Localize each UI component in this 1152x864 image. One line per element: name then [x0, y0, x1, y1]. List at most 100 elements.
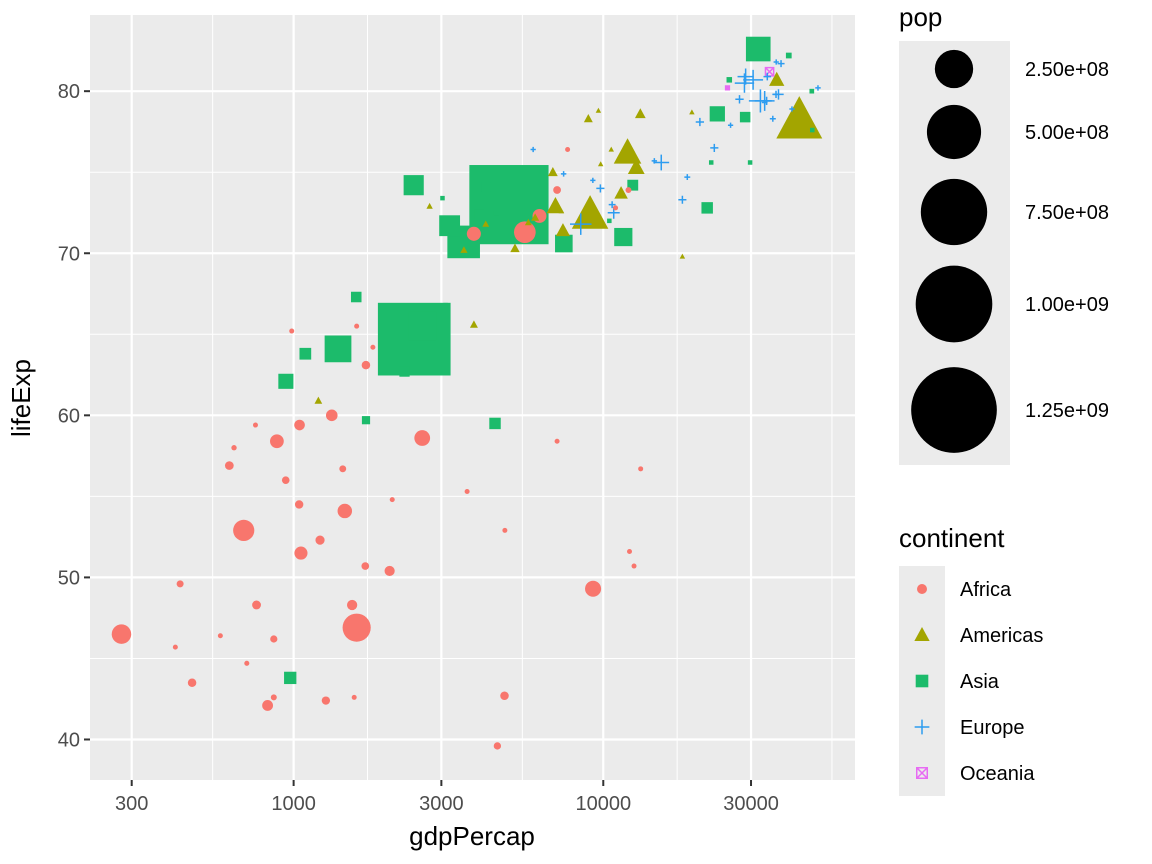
- data-point-africa: [176, 580, 184, 588]
- data-point-europe: [590, 177, 596, 183]
- data-point-americas: [583, 114, 593, 123]
- x-tick-label: 300: [115, 793, 148, 815]
- data-point-africa: [244, 660, 250, 666]
- data-point-americas: [614, 186, 628, 199]
- x-tick-label: 30000: [723, 793, 779, 815]
- data-point-asia: [709, 106, 725, 122]
- color-legend-label: Europe: [960, 717, 1025, 739]
- data-point-africa: [294, 500, 304, 509]
- data-point-africa: [361, 562, 370, 570]
- data-point-europe: [596, 184, 605, 193]
- data-point-africa: [384, 565, 395, 577]
- data-point-americas: [460, 246, 468, 253]
- data-point-africa: [339, 465, 347, 473]
- data-point-americas: [469, 320, 478, 328]
- data-point-africa: [493, 742, 502, 750]
- color-legend-key: [914, 626, 930, 642]
- data-point-americas: [627, 158, 645, 174]
- data-point-asia: [350, 291, 362, 303]
- y-tick-label: 60: [58, 405, 80, 427]
- color-legend-key: [917, 584, 927, 594]
- data-point-africa: [342, 613, 371, 642]
- data-point-asia: [408, 311, 437, 341]
- data-point-asia: [443, 302, 448, 308]
- data-point-africa: [502, 527, 508, 533]
- data-point-americas: [524, 218, 532, 226]
- data-point-asia: [607, 218, 612, 224]
- data-point-asia: [440, 195, 445, 201]
- data-point-africa: [217, 633, 223, 639]
- data-point-europe: [762, 96, 771, 106]
- data-point-americas: [597, 161, 604, 167]
- y-tick-label: 80: [58, 81, 80, 103]
- data-point-europe: [773, 59, 779, 65]
- data-point-americas: [769, 71, 785, 86]
- data-point-africa: [296, 547, 306, 556]
- y-axis: 40 50 60 70 80: [58, 81, 90, 751]
- data-point-africa: [270, 694, 277, 701]
- data-point-asia: [739, 111, 751, 123]
- size-legend-title: pop: [899, 2, 942, 32]
- data-point-africa: [361, 360, 371, 370]
- data-point-africa: [233, 519, 255, 542]
- data-point-europe: [735, 95, 744, 104]
- data-point-africa: [613, 205, 619, 211]
- data-point-asia: [299, 347, 312, 360]
- data-point-americas: [679, 253, 686, 259]
- size-legend-key: [926, 104, 982, 160]
- data-point-africa: [111, 624, 132, 644]
- data-point-asia: [278, 373, 294, 389]
- data-point-africa: [370, 344, 376, 350]
- data-point-europe: [769, 115, 776, 122]
- data-point-asia: [493, 210, 500, 216]
- data-point-africa: [466, 226, 481, 241]
- color-legend-label: Oceania: [960, 763, 1035, 785]
- data-point-europe: [695, 117, 705, 127]
- size-legend-key: [915, 265, 993, 343]
- data-point-africa: [270, 434, 284, 449]
- data-point-americas: [555, 223, 571, 237]
- data-point-americas: [613, 138, 642, 164]
- data-point-asia: [708, 160, 714, 165]
- plot-panel: [90, 15, 855, 780]
- data-point-europe: [772, 90, 780, 99]
- data-points: [111, 36, 823, 750]
- data-point-asia: [809, 88, 815, 94]
- data-point-africa: [289, 328, 295, 334]
- data-point-africa: [513, 221, 536, 244]
- y-tick-label: 70: [58, 243, 80, 265]
- data-point-africa: [585, 580, 602, 597]
- color-legend-label: Africa: [960, 579, 1012, 601]
- data-point-europe: [815, 85, 821, 91]
- data-point-europe: [710, 143, 719, 152]
- size-legend-label: 5.00e+08: [1025, 122, 1109, 144]
- data-point-asia: [701, 202, 713, 214]
- data-point-asia: [469, 165, 549, 245]
- data-point-africa: [270, 635, 278, 643]
- data-point-africa: [337, 503, 353, 519]
- data-point-asia: [481, 182, 491, 192]
- data-point-africa: [414, 430, 431, 446]
- data-point-americas: [689, 109, 695, 115]
- size-legend-label: 1.00e+09: [1025, 294, 1109, 316]
- data-point-africa: [631, 563, 637, 569]
- data-point-europe: [789, 106, 795, 112]
- data-point-africa: [500, 691, 509, 700]
- data-point-americas: [595, 107, 602, 113]
- data-point-europe: [684, 174, 691, 181]
- data-point-asia: [810, 127, 815, 133]
- data-point-africa: [464, 489, 470, 495]
- data-point-africa: [354, 323, 360, 329]
- data-point-europe: [727, 122, 734, 128]
- color-legend-key: [916, 767, 928, 779]
- data-point-asia: [399, 366, 410, 377]
- x-tick-label: 10000: [575, 793, 631, 815]
- data-point-americas: [510, 243, 520, 253]
- data-point-asia: [474, 209, 484, 220]
- data-point-europe: [608, 201, 616, 209]
- data-point-africa: [281, 476, 290, 484]
- data-point-africa: [554, 438, 560, 444]
- x-axis: 300 1000 3000 10000 30000: [115, 780, 779, 815]
- data-point-africa: [638, 466, 644, 472]
